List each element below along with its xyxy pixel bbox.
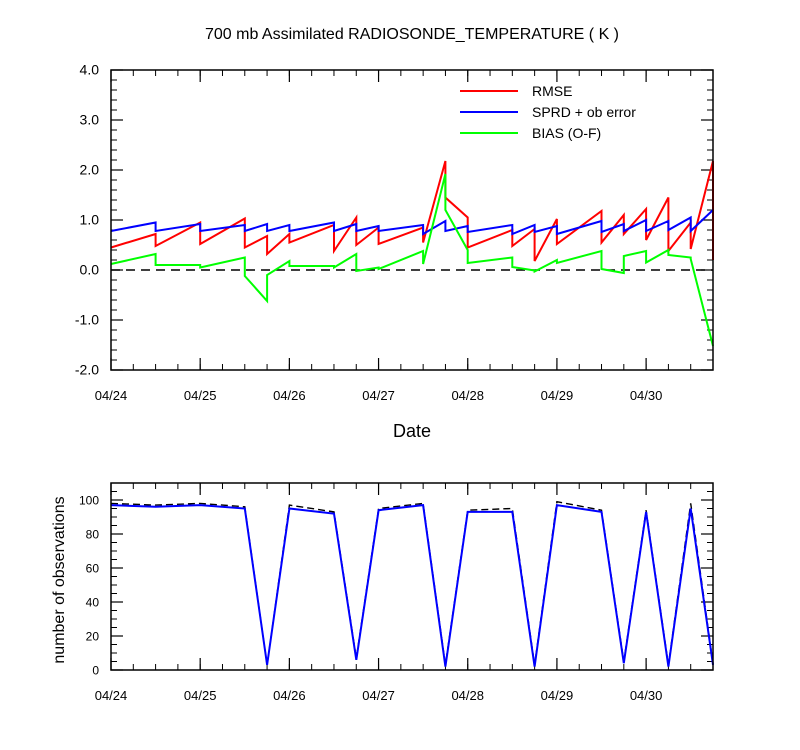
series-line-sprd-ob-error [110, 209, 714, 236]
x-tick-label: 04/25 [184, 688, 217, 703]
x-tick-label: 04/26 [273, 688, 306, 703]
x-tick-label: 04/29 [541, 388, 574, 403]
x-tick-label: 04/27 [362, 688, 395, 703]
y-tick-label: 20 [86, 630, 100, 644]
legend-label-bias-o-f: BIAS (O-F) [532, 125, 601, 141]
x-tick-label: 04/24 [95, 388, 128, 403]
top-panel: 04/24 04/25 04/26 04/27 04/28 04/29 04/30 4.0 3.… [75, 62, 714, 403]
x-tick-label: 04/25 [184, 388, 217, 403]
y-tick-label: 80 [86, 528, 100, 542]
x-tick-label: 04/27 [362, 388, 395, 403]
series-line-bias-o-f [110, 173, 714, 347]
x-tick-label: 04/30 [630, 388, 663, 403]
y-axis-label-bottom: number of observations [51, 496, 68, 663]
x-tick-label: 04/29 [541, 688, 574, 703]
legend-label-rmse: RMSE [532, 83, 572, 99]
plot-frame [110, 482, 714, 671]
y-tick-label: -2.0 [75, 362, 99, 378]
y-tick-label: 2.0 [80, 162, 100, 178]
series-line-observations-possible [110, 500, 714, 665]
chart-title: 700 mb Assimilated RADIOSONDE_TEMPERATUR… [205, 26, 619, 43]
bottom-panel: 04/24 04/25 04/26 04/27 04/28 04/29 04/30 0 20 40… [79, 482, 714, 703]
series-line-observations-assimilated [110, 503, 714, 667]
x-tick-label: 04/26 [273, 388, 306, 403]
x-tick-label: 04/28 [451, 388, 484, 403]
y-tick-label: 0.0 [80, 262, 100, 278]
series-line-rmse [110, 160, 714, 262]
top-legend: RMSE SPRD + ob error BIAS (O-F) [460, 83, 636, 141]
y-tick-label: 60 [86, 562, 100, 576]
y-tick-label: -1.0 [75, 312, 99, 328]
plot-frame [110, 69, 714, 371]
y-tick-label: 0 [92, 664, 99, 678]
x-tick-label: 04/24 [95, 688, 128, 703]
legend-label-sprd-ob-error: SPRD + ob error [532, 104, 636, 120]
y-tick-label: 3.0 [80, 112, 100, 128]
y-tick-label: 100 [79, 494, 99, 508]
x-axis-label: Date [393, 421, 431, 441]
x-tick-label: 04/30 [630, 688, 663, 703]
y-tick-label: 40 [86, 596, 100, 610]
y-tick-label: 4.0 [80, 62, 100, 78]
y-tick-label: 1.0 [80, 212, 100, 228]
x-tick-label: 04/28 [451, 688, 484, 703]
